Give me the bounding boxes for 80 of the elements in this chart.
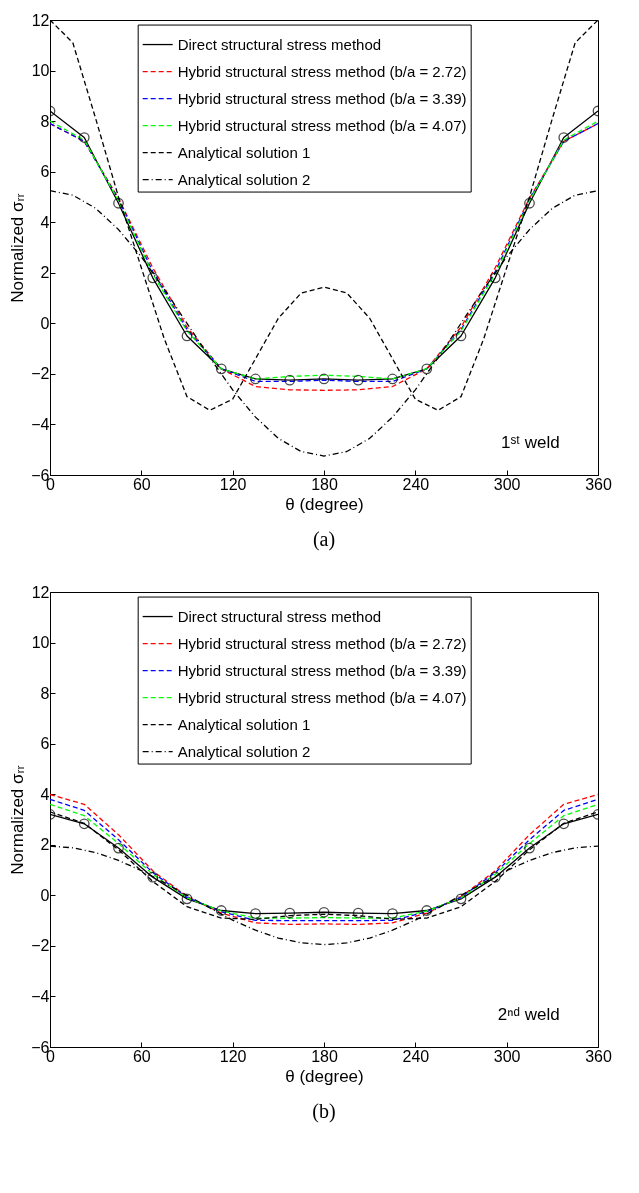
text: (a) (312, 528, 336, 551)
point (524, 842, 535, 854)
point (455, 893, 467, 905)
x-tick-label: 360 (585, 1047, 612, 1065)
point (284, 374, 296, 386)
point (147, 272, 159, 284)
legend-label: Hybrid structural stress method (b/a = 2.72) (177, 634, 467, 652)
x-tick-label: 180 (311, 1047, 338, 1065)
legend-label: Analytical solution 1 (177, 143, 311, 161)
point (387, 908, 398, 919)
point (558, 132, 570, 143)
legend-label: Hybrid structural stress method (b/a = 2.72) (177, 62, 467, 80)
legend-label: Hybrid structural stress method (b/a = 4.07) (177, 116, 467, 134)
y-tick-label: 8 (40, 112, 50, 130)
legend-label: Analytical solution 1 (177, 715, 311, 733)
point (421, 363, 433, 375)
y-tick-label: 4 (40, 785, 50, 803)
point (558, 818, 570, 830)
x-tick-label: 120 (219, 1047, 247, 1065)
y-tick-label: 10 (31, 62, 50, 80)
point (113, 197, 124, 209)
y-tick-label: 2 (40, 836, 50, 854)
y-tick-label: 0 (40, 886, 50, 904)
point (250, 373, 261, 385)
x-tick-label: 360 (585, 475, 612, 493)
point (284, 907, 296, 919)
x-tick-label: 180 (311, 475, 338, 493)
y-tick-label: −4 (31, 987, 50, 1005)
y-tick-label: −4 (31, 415, 50, 433)
point (250, 908, 261, 919)
point (489, 272, 501, 284)
point (181, 330, 193, 342)
y-tick-label: 8 (40, 684, 50, 702)
point (215, 905, 227, 916)
x-axis-title: θ (degree) (285, 1066, 364, 1086)
y-tick-label: 2 (40, 264, 50, 282)
point (489, 871, 501, 883)
legend-label: Analytical solution 2 (177, 742, 311, 760)
text: (b) (312, 1100, 336, 1123)
point (78, 818, 90, 830)
y-tick-label: 12 (31, 583, 50, 601)
y-tick-label: −2 (31, 937, 50, 955)
point (181, 893, 193, 905)
point (524, 197, 535, 209)
point (352, 907, 364, 919)
y-tick-label: 10 (31, 634, 50, 652)
y-axis-title: Normalized σᵣᵣ (8, 193, 28, 303)
legend-label: Direct structural stress method (177, 35, 382, 53)
point (421, 905, 433, 916)
point (318, 373, 330, 385)
y-tick-label: 0 (40, 314, 50, 332)
legend-label: Hybrid structural stress method (b/a = 3.39) (177, 89, 467, 107)
x-tick-label: 240 (402, 475, 430, 493)
y-tick-label: −2 (31, 365, 50, 383)
x-tick-label: 120 (219, 475, 247, 493)
point (387, 373, 398, 385)
y-tick-label: 4 (40, 213, 50, 231)
x-tick-label: 240 (402, 1047, 430, 1065)
x-tick-label: 60 (132, 475, 151, 493)
y-axis-title: Normalized σᵣᵣ (8, 765, 28, 875)
point (455, 330, 467, 342)
point (78, 132, 90, 143)
x-tick-label: 300 (493, 475, 521, 493)
y-tick-label: 6 (40, 163, 50, 181)
point (215, 363, 227, 375)
y-tick-label: 6 (40, 735, 50, 753)
point (113, 842, 124, 854)
legend-label: Analytical solution 2 (177, 170, 311, 188)
legend-label: Hybrid structural stress method (b/a = 3.39) (177, 661, 467, 679)
x-axis-title: θ (degree) (285, 494, 364, 514)
point (318, 906, 330, 918)
y-tick-label: 12 (31, 11, 50, 29)
annotation: 1ˢᵗ weld (500, 433, 560, 453)
annotation: 2ⁿᵈ weld (497, 1005, 560, 1025)
point (147, 871, 159, 883)
legend-label: Hybrid structural stress method (b/a = 4.07) (177, 688, 467, 706)
point (352, 374, 364, 386)
legend-label: Direct structural stress method (177, 607, 382, 625)
x-tick-label: 60 (132, 1047, 151, 1065)
x-tick-label: 300 (493, 1047, 521, 1065)
